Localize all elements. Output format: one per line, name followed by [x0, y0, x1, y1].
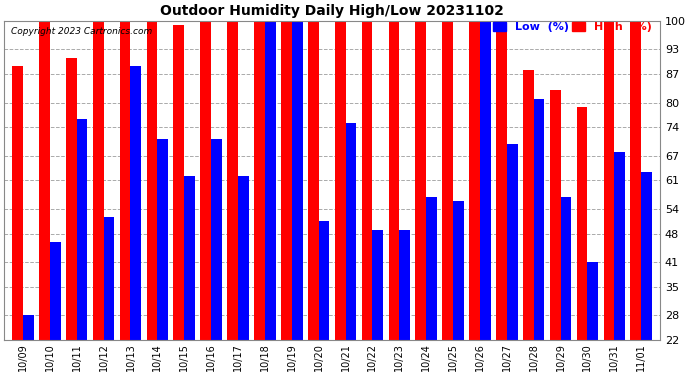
Bar: [308, 21, 319, 375]
Bar: [346, 123, 356, 375]
Bar: [23, 315, 34, 375]
Bar: [265, 21, 275, 375]
Bar: [254, 21, 265, 375]
Bar: [104, 217, 115, 375]
Bar: [319, 221, 329, 375]
Text: Copyright 2023 Cartronics.com: Copyright 2023 Cartronics.com: [11, 27, 152, 36]
Bar: [550, 90, 560, 375]
Bar: [12, 66, 23, 375]
Bar: [587, 262, 598, 375]
Bar: [362, 21, 373, 375]
Bar: [184, 176, 195, 375]
Bar: [227, 21, 238, 375]
Bar: [146, 21, 157, 375]
Bar: [50, 242, 61, 375]
Bar: [560, 197, 571, 375]
Bar: [93, 21, 104, 375]
Bar: [506, 144, 518, 375]
Bar: [496, 21, 506, 375]
Bar: [238, 176, 249, 375]
Bar: [66, 58, 77, 375]
Bar: [173, 25, 184, 375]
Bar: [130, 66, 141, 375]
Bar: [426, 197, 437, 375]
Bar: [292, 21, 302, 375]
Bar: [614, 152, 625, 375]
Bar: [39, 21, 50, 375]
Bar: [415, 21, 426, 375]
Bar: [453, 201, 464, 375]
Bar: [335, 21, 346, 375]
Title: Outdoor Humidity Daily High/Low 20231102: Outdoor Humidity Daily High/Low 20231102: [160, 4, 504, 18]
Legend: Low  (%), High  (%): Low (%), High (%): [491, 20, 654, 34]
Bar: [120, 21, 130, 375]
Bar: [200, 21, 211, 375]
Bar: [604, 21, 614, 375]
Bar: [480, 21, 491, 375]
Bar: [211, 140, 222, 375]
Bar: [469, 21, 480, 375]
Bar: [281, 21, 292, 375]
Bar: [523, 70, 533, 375]
Bar: [631, 21, 641, 375]
Bar: [77, 119, 88, 375]
Bar: [400, 230, 410, 375]
Bar: [388, 21, 400, 375]
Bar: [641, 172, 652, 375]
Bar: [577, 107, 587, 375]
Bar: [442, 21, 453, 375]
Bar: [157, 140, 168, 375]
Bar: [533, 99, 544, 375]
Bar: [373, 230, 383, 375]
